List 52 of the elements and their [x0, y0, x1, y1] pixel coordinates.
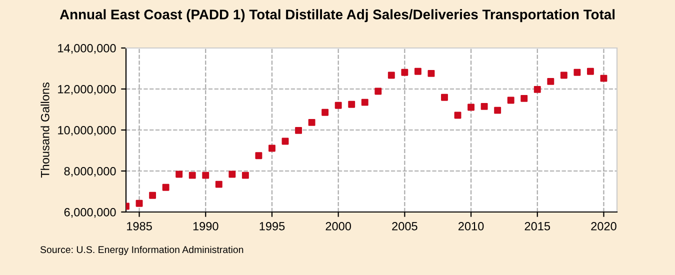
point — [268, 144, 276, 152]
point — [428, 70, 435, 77]
point — [348, 100, 356, 108]
point — [374, 88, 382, 95]
point — [547, 78, 554, 85]
point — [361, 98, 368, 106]
point — [507, 96, 514, 104]
point — [520, 94, 528, 102]
x-tick-label: 2005 — [392, 222, 418, 230]
y-tick-label: 12,000,000 — [58, 85, 116, 95]
point — [242, 172, 249, 179]
x-tick-label: 1990 — [193, 222, 218, 230]
x-tick-label: 2020 — [591, 222, 616, 230]
point — [308, 118, 316, 126]
chart-title: Annual East Coast (PADD 1) Total Distillate Adj Sales/Deliveries Transportation Total — [60, 9, 615, 22]
source-note: Source: U.S. Energy Information Administration — [40, 246, 244, 256]
point — [600, 74, 608, 82]
point — [494, 106, 502, 114]
point — [586, 68, 594, 75]
point — [228, 170, 236, 178]
x-tick-label: 2010 — [458, 222, 484, 230]
point — [322, 108, 329, 116]
point — [534, 86, 541, 93]
y-tick-label: 6,000,000 — [64, 208, 116, 218]
point — [149, 192, 156, 199]
x-tick-label: 1995 — [260, 222, 285, 230]
x-tick-label: 2015 — [524, 222, 550, 230]
point — [574, 68, 581, 76]
x-tick-label: 2000 — [326, 222, 351, 230]
y-tick-label: 14,000,000 — [58, 44, 116, 54]
point — [215, 180, 222, 188]
y-tick-label: 10,000,000 — [58, 126, 116, 136]
x-tick-label: 1985 — [127, 222, 152, 230]
point — [176, 170, 183, 178]
y-tick-label: 8,000,000 — [64, 167, 116, 177]
point — [295, 126, 302, 134]
point — [560, 72, 568, 79]
point — [282, 138, 289, 145]
point — [480, 102, 488, 110]
point — [136, 200, 143, 207]
point — [255, 152, 262, 160]
point — [454, 112, 462, 119]
point — [468, 104, 474, 111]
point — [202, 172, 210, 179]
point — [334, 102, 342, 109]
point — [188, 172, 196, 179]
point — [162, 184, 170, 191]
point — [441, 94, 448, 101]
point — [414, 68, 422, 75]
point — [401, 68, 408, 76]
point — [388, 72, 395, 79]
y-axis-title: Thousand Gallons — [40, 82, 50, 178]
